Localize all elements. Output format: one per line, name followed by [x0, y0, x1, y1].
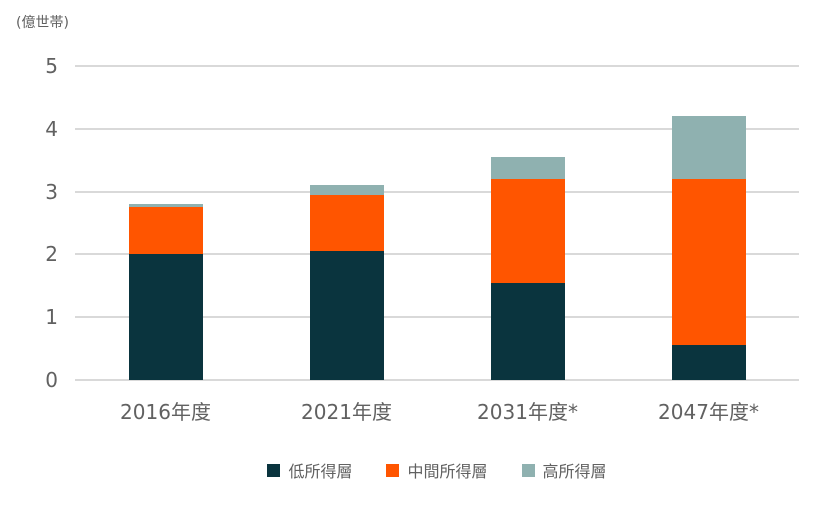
y-axis-unit-label: (億世帯)	[16, 15, 69, 31]
y-tick-label-0: 0	[45, 368, 58, 392]
legend: 低所得層 中間所得層 高所得層	[75, 458, 799, 482]
legend-label: 低所得層	[288, 462, 353, 481]
bar-segment-低所得層-2047年度*	[671, 345, 746, 380]
gridline-y0	[75, 379, 799, 381]
legend-swatch-icon	[386, 463, 400, 477]
legend-swatch-icon	[521, 463, 535, 477]
bar-segment-中間所得層-2031年度*	[490, 179, 565, 283]
y-tick-label-2: 2	[45, 242, 58, 267]
legend-label: 高所得層	[542, 462, 607, 481]
x-tick-label-2031年度*: 2031年度*	[477, 400, 578, 424]
gridline-y4	[75, 127, 799, 130]
bar-segment-高所得層-2016年度	[128, 204, 203, 208]
bar-segment-中間所得層-2016年度	[128, 207, 203, 255]
bar-segment-中間所得層-2047年度*	[671, 179, 746, 346]
plot-area	[75, 65, 799, 381]
y-tick-label-1: 1	[45, 305, 58, 330]
y-tick-label-3: 3	[45, 179, 58, 204]
bar-segment-高所得層-2031年度*	[490, 157, 565, 180]
y-tick-label-5: 5	[45, 54, 58, 78]
bar-segment-低所得層-2031年度*	[490, 282, 565, 380]
x-tick-label-2016年度: 2016年度	[120, 400, 211, 424]
x-tick-label-2021年度: 2021年度	[301, 400, 392, 424]
gridline-y1	[75, 316, 799, 319]
bar-segment-中間所得層-2021年度	[309, 194, 384, 252]
bar-segment-高所得層-2021年度	[309, 185, 384, 195]
legend-item-中間所得層: 中間所得層	[386, 458, 488, 482]
legend-item-低所得層: 低所得層	[267, 458, 352, 482]
legend-label: 中間所得層	[407, 462, 488, 481]
gridline-y2	[75, 253, 799, 256]
bar-segment-低所得層-2016年度	[128, 254, 203, 380]
legend-swatch-icon	[267, 463, 281, 477]
y-tick-label-4: 4	[45, 116, 58, 141]
bar-segment-高所得層-2047年度*	[671, 116, 746, 180]
gridline-y5	[75, 65, 799, 67]
x-tick-label-2047年度*: 2047年度*	[658, 400, 759, 424]
bar-segment-低所得層-2021年度	[309, 251, 384, 380]
legend-item-高所得層: 高所得層	[521, 458, 607, 482]
gridline-y3	[75, 190, 799, 193]
